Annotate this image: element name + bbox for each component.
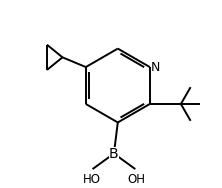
- Text: N: N: [151, 61, 160, 74]
- Text: B: B: [109, 146, 119, 161]
- Text: HO: HO: [83, 173, 101, 186]
- Text: OH: OH: [127, 173, 145, 186]
